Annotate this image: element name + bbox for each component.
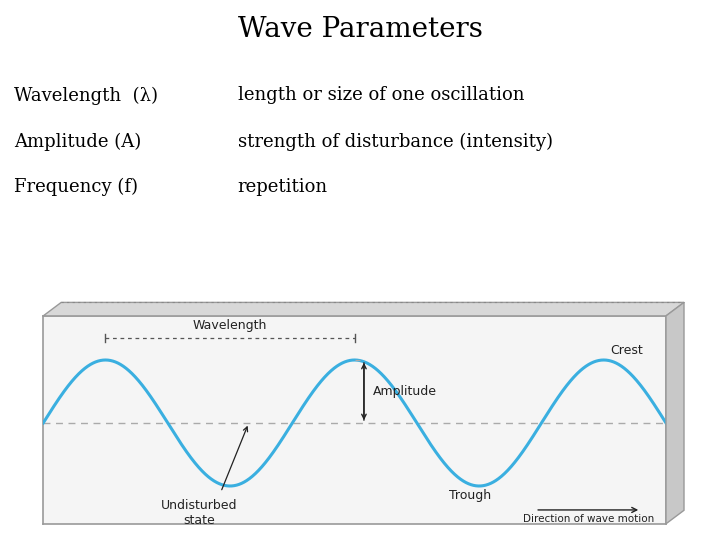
Text: Frequency (f): Frequency (f) xyxy=(14,178,138,197)
Text: Wavelength: Wavelength xyxy=(193,319,267,332)
Text: strength of disturbance (intensity): strength of disturbance (intensity) xyxy=(238,132,553,151)
Text: Wavelength  (λ): Wavelength (λ) xyxy=(14,86,158,105)
Text: Crest: Crest xyxy=(610,344,643,357)
Text: Direction of wave motion: Direction of wave motion xyxy=(523,514,654,524)
Text: Amplitude (A): Amplitude (A) xyxy=(14,132,142,151)
Text: Trough: Trough xyxy=(449,489,491,502)
Text: Wave Parameters: Wave Parameters xyxy=(238,16,482,43)
Text: length or size of one oscillation: length or size of one oscillation xyxy=(238,86,524,104)
Text: repetition: repetition xyxy=(238,178,328,196)
Text: Undisturbed
state: Undisturbed state xyxy=(161,498,237,526)
Text: Amplitude: Amplitude xyxy=(373,385,437,398)
